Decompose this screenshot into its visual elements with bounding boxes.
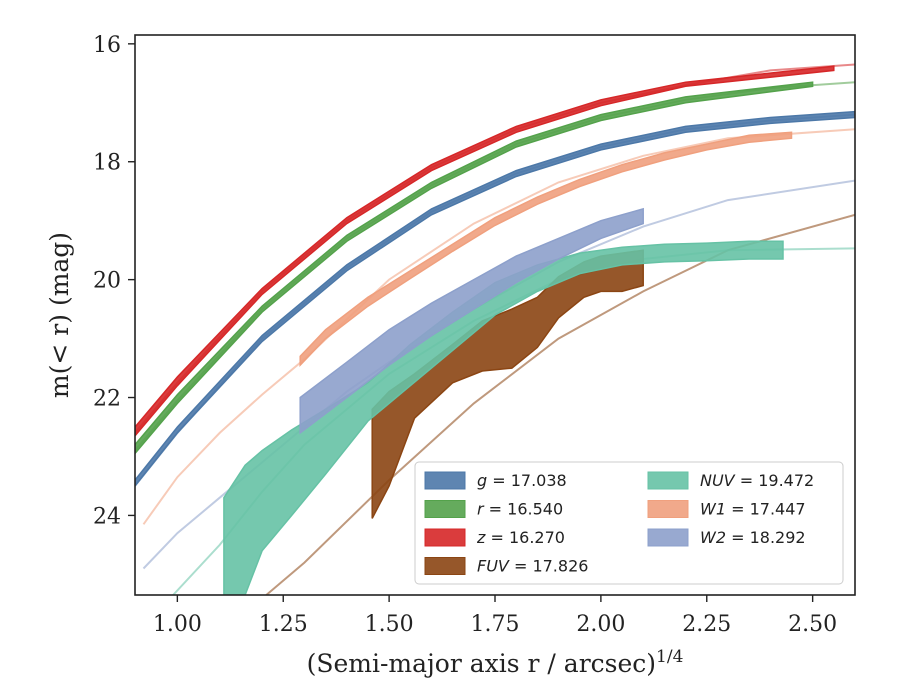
x-tick-label: 2.00 xyxy=(576,612,625,637)
legend-label-g: g = 17.038 xyxy=(477,471,567,490)
y-axis-ticks: 16 18 20 22 24 xyxy=(93,33,135,529)
y-tick-label: 20 xyxy=(93,269,121,294)
y-tick-label: 16 xyxy=(93,33,121,58)
legend-items: g = 17.038 r = 16.540 z = 16.270 FUV = 17.8… xyxy=(424,471,814,576)
legend: g = 17.038 r = 16.540 z = 16.270 FUV = 17.8… xyxy=(414,461,844,585)
x-axis-label-main: (Semi-major axis r / arcsec) xyxy=(307,649,656,678)
x-tick-label: 2.25 xyxy=(682,612,731,637)
legend-swatch-w1 xyxy=(647,500,689,518)
x-axis-label-exponent: 1/4 xyxy=(656,647,683,667)
legend-swatch-nuv xyxy=(647,471,689,490)
legend-label-nuv: NUV = 19.472 xyxy=(700,471,814,490)
legend-label-w2: W2 = 18.292 xyxy=(700,528,806,547)
x-tick-label: 1.25 xyxy=(259,612,308,637)
y-tick-label: 18 xyxy=(93,151,121,176)
legend-label-fuv: FUV = 17.826 xyxy=(477,557,588,576)
x-axis-label: (Semi-major axis r / arcsec)1/4 xyxy=(307,647,684,678)
legend-label-z: z = 16.270 xyxy=(476,528,565,547)
legend-swatch-w2 xyxy=(647,528,689,547)
legend-box xyxy=(414,461,844,585)
x-tick-label: 1.50 xyxy=(365,612,414,637)
band-r xyxy=(135,81,814,455)
x-tick-label: 2.50 xyxy=(788,612,837,637)
x-axis-ticks: 1.00 1.25 1.50 1.75 2.00 2.25 2.50 xyxy=(153,595,837,637)
legend-swatch-z xyxy=(424,528,466,547)
band-z xyxy=(135,65,835,437)
y-axis-label: m(< r) (mag) xyxy=(45,232,74,398)
legend-swatch-r xyxy=(424,500,466,518)
y-tick-label: 22 xyxy=(93,387,121,412)
x-tick-label: 1.75 xyxy=(471,612,520,637)
model-curve-w1 xyxy=(142,128,855,525)
band-w2 xyxy=(299,207,644,435)
legend-label-r: r = 16.540 xyxy=(477,500,563,519)
measured-bands xyxy=(135,65,855,595)
band-g xyxy=(135,110,855,488)
legend-swatch-g xyxy=(424,471,466,490)
legend-swatch-fuv xyxy=(424,557,466,575)
x-tick-label: 1.00 xyxy=(153,612,202,637)
legend-label-w1: W1 = 17.447 xyxy=(700,500,806,519)
band-w1 xyxy=(299,131,793,367)
y-tick-label: 24 xyxy=(93,504,121,529)
